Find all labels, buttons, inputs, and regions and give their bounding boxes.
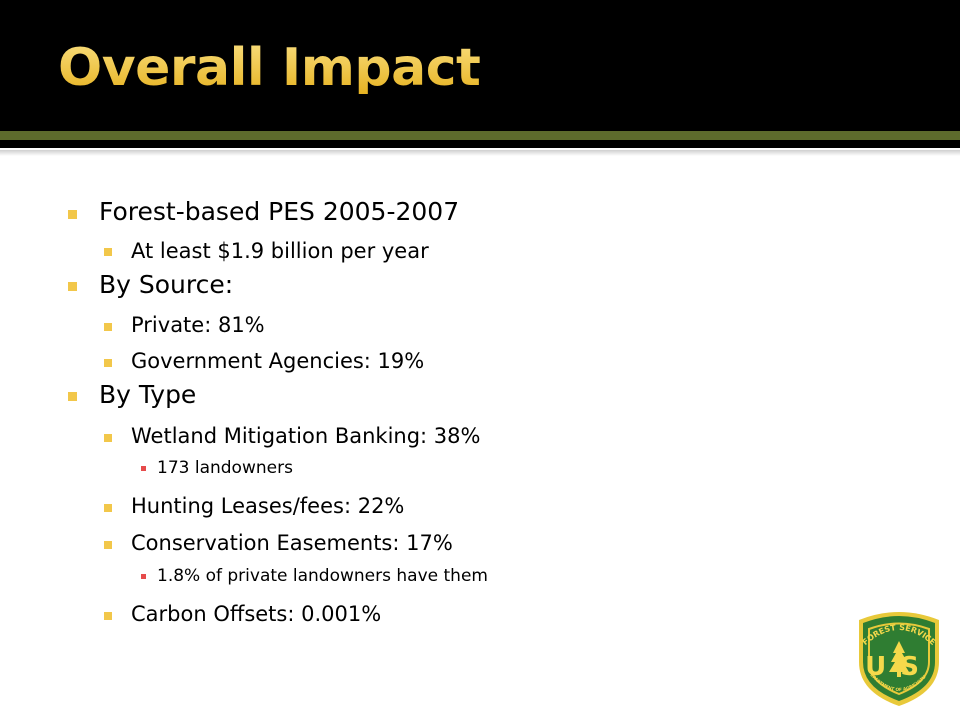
bullet-item: By Type	[99, 380, 197, 409]
bullet-item: Hunting Leases/fees: 22%	[131, 494, 405, 518]
square-bullet-icon	[104, 323, 112, 331]
square-bullet-icon	[141, 466, 146, 471]
bullet-item: 173 landowners	[157, 458, 293, 478]
bullet-item: Private: 81%	[131, 313, 265, 337]
square-bullet-icon	[141, 574, 146, 579]
header-divider-light	[0, 148, 960, 150]
square-bullet-icon	[68, 210, 77, 219]
bullet-item: At least $1.9 billion per year	[131, 239, 429, 263]
square-bullet-icon	[104, 434, 112, 442]
square-bullet-icon	[104, 248, 112, 256]
forest-service-shield-logo: FOREST SERVICE US DEPARTMENT OF AGRICULT…	[853, 610, 939, 706]
bullet-item: 1.8% of private landowners have them	[157, 566, 488, 586]
square-bullet-icon	[104, 541, 112, 549]
title-bar: Overall Impact	[0, 0, 960, 131]
square-bullet-icon	[68, 392, 77, 401]
bullet-item: Conservation Easements: 17%	[131, 531, 453, 555]
bullet-item: Government Agencies: 19%	[131, 349, 425, 373]
bullet-item: Forest-based PES 2005-2007	[99, 197, 460, 226]
square-bullet-icon	[104, 359, 112, 367]
square-bullet-icon	[104, 504, 112, 512]
slide-title: Overall Impact	[58, 38, 481, 98]
slide-body	[0, 156, 960, 720]
bullet-item: Carbon Offsets: 0.001%	[131, 602, 382, 626]
bullet-item: Wetland Mitigation Banking: 38%	[131, 424, 481, 448]
square-bullet-icon	[68, 282, 77, 291]
header-divider	[0, 131, 960, 140]
header-shadow	[0, 150, 960, 156]
bullet-item: By Source:	[99, 270, 234, 299]
header-divider-dark	[0, 140, 960, 148]
square-bullet-icon	[104, 612, 112, 620]
pine-tree-icon	[889, 641, 909, 672]
